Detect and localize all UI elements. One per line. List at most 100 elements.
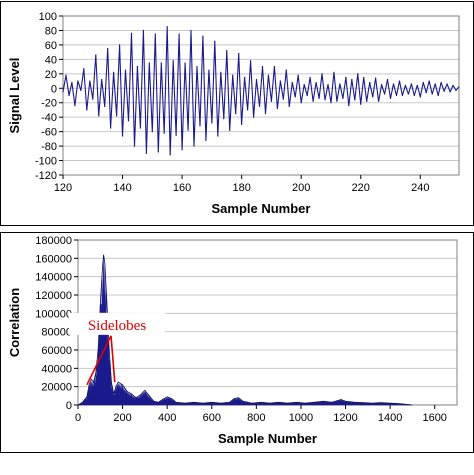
y-tick-label: -100 xyxy=(35,156,57,168)
signal-point xyxy=(333,71,335,73)
signal-point xyxy=(452,84,454,86)
signal-point xyxy=(455,89,457,92)
signal-point xyxy=(229,129,231,131)
y-tick-label: 40 xyxy=(45,54,57,66)
signal-point xyxy=(157,151,159,153)
y-tick-label: 100000 xyxy=(35,308,72,320)
signal-point xyxy=(416,84,418,86)
signal-point xyxy=(220,71,222,73)
signal-point xyxy=(392,83,395,85)
x-tick-label: 400 xyxy=(158,412,176,424)
x-tick-label: 200 xyxy=(113,412,131,424)
signal-level-panel: 100 80 60 40 20 0 -20 -40 -60 -80 -100 -120 120 140 16… xyxy=(0,1,474,226)
signal-point xyxy=(121,135,124,137)
signal-point xyxy=(80,89,82,92)
correlation-panel: 180000 160000 140000 120000 100000 80000 60000… xyxy=(0,232,474,453)
signal-point xyxy=(309,76,311,79)
signal-point xyxy=(318,97,320,99)
signal-point xyxy=(458,86,460,88)
y-tick-label: 100 xyxy=(39,11,57,23)
correlation-chart: 1800001600001400001200001000008000060000… xyxy=(7,235,458,446)
y-tick-label: -80 xyxy=(41,141,57,153)
x-tick-label: 140 xyxy=(113,182,131,194)
signal-point xyxy=(107,47,109,50)
signal-point xyxy=(130,32,133,34)
signal-point xyxy=(86,109,88,111)
signal-point xyxy=(407,93,409,95)
signal-point xyxy=(449,91,451,93)
signal-point xyxy=(321,73,323,75)
signal-point xyxy=(345,76,347,79)
signal-point xyxy=(297,74,299,76)
x-tick-label: 1200 xyxy=(333,412,357,424)
signal-point xyxy=(104,105,106,107)
signal-point xyxy=(315,81,317,84)
signal-point xyxy=(169,154,171,156)
y-tick-label: 20 xyxy=(45,69,57,81)
x-tick-label: 800 xyxy=(247,412,265,424)
sidelobes-annotation: Sidelobes xyxy=(88,318,146,334)
signal-point xyxy=(235,112,237,115)
x-tick-label: 180 xyxy=(232,182,250,194)
signal-point xyxy=(348,105,350,107)
signal-point xyxy=(431,93,433,95)
signal-point xyxy=(354,99,356,101)
y-tick-label: -20 xyxy=(41,98,57,110)
signal-point xyxy=(154,33,156,35)
signal-point xyxy=(380,84,383,86)
signal-point xyxy=(375,77,377,79)
signal-point xyxy=(249,60,252,62)
signal-point xyxy=(113,71,115,73)
signal-point xyxy=(303,84,305,86)
signal-point xyxy=(151,131,153,133)
signal-point xyxy=(264,112,267,115)
signal-point xyxy=(324,99,326,101)
x-tick-label: 0 xyxy=(75,412,81,424)
signal-point xyxy=(241,123,243,126)
signal-point xyxy=(178,33,180,35)
signal-point xyxy=(172,60,174,62)
signal-point xyxy=(330,102,332,104)
signal-point xyxy=(166,26,168,28)
y-tick-label: -120 xyxy=(35,170,57,182)
signal-point xyxy=(92,98,94,100)
signal-point xyxy=(98,115,100,117)
signal-point xyxy=(199,125,201,127)
signal-point xyxy=(65,74,67,76)
signal-point xyxy=(184,62,186,64)
y-tick-label: 40000 xyxy=(41,363,72,375)
signal-point xyxy=(71,81,73,84)
signal-point xyxy=(163,132,165,134)
signal-point xyxy=(369,81,371,84)
signal-point xyxy=(175,134,177,136)
signal-point xyxy=(279,80,281,82)
signal-point xyxy=(410,83,412,85)
signal-point xyxy=(401,94,404,97)
signal-point xyxy=(437,94,439,97)
signal-point xyxy=(434,83,436,85)
signal-point xyxy=(339,83,341,85)
signal-point xyxy=(124,69,127,71)
signal-point xyxy=(160,62,162,64)
signal-point xyxy=(342,97,344,99)
signal-point xyxy=(238,52,240,55)
signal-point xyxy=(306,94,308,97)
plot-frame xyxy=(62,15,460,176)
y-tick-label: 160000 xyxy=(35,253,72,265)
y-tick-label: 20000 xyxy=(41,382,72,394)
signal-point xyxy=(95,54,97,56)
signal-point xyxy=(89,80,91,82)
y-tick-label: 180000 xyxy=(35,235,72,247)
signal-point xyxy=(258,105,261,107)
signal-point xyxy=(74,105,76,107)
y-axis-title: Correlation xyxy=(7,288,22,357)
signal-point xyxy=(351,79,353,81)
signal-point xyxy=(294,96,296,98)
signal-point xyxy=(255,79,258,81)
x-tick-label: 120 xyxy=(54,182,72,194)
y-tick-label: 140000 xyxy=(35,272,72,284)
x-tick-label: 1600 xyxy=(422,412,446,424)
signal-point xyxy=(247,109,249,111)
correlation-area xyxy=(77,258,413,406)
